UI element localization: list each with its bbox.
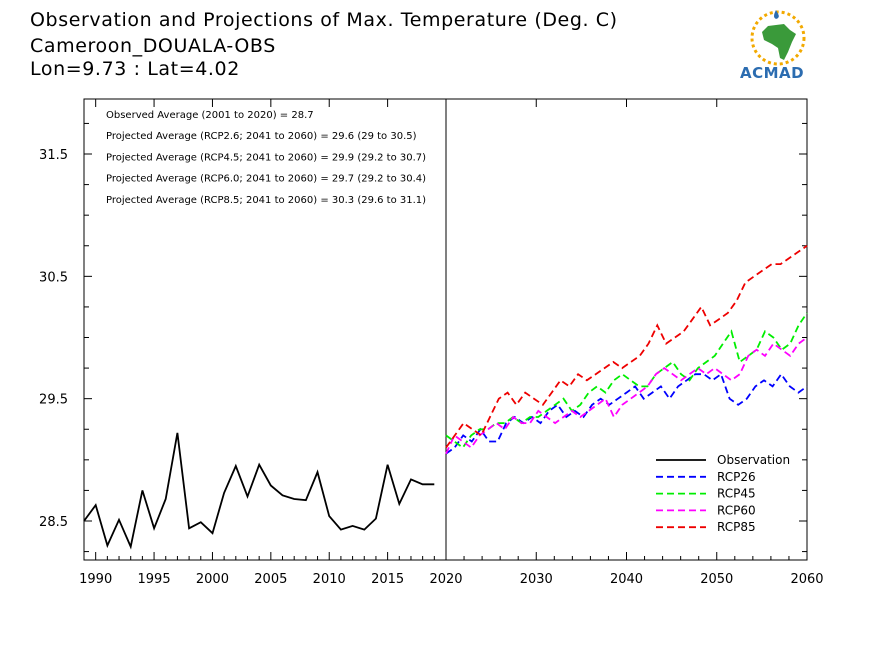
stat-line: Projected Average (RCP6.0; 2041 to 2060)… xyxy=(106,174,426,185)
legend-label: RCP45 xyxy=(717,487,756,501)
series-line-rcp85 xyxy=(445,245,808,449)
x-tick-label: 1990 xyxy=(79,572,112,587)
chart-title: Observation and Projections of Max. Temp… xyxy=(30,9,618,31)
africa-map-icon xyxy=(750,10,806,66)
stat-line: Projected Average (RCP2.6; 2041 to 2060)… xyxy=(106,131,417,142)
series-line-observation xyxy=(83,432,435,550)
x-tick-label: 2030 xyxy=(520,572,553,587)
x-tick-label: 2015 xyxy=(371,572,404,587)
series-line-rcp60 xyxy=(445,336,808,455)
x-tick-label: 2060 xyxy=(790,572,823,587)
x-tick-label: 2005 xyxy=(254,572,287,587)
legend-label: RCP85 xyxy=(717,520,756,534)
y-tick-label: 30.5 xyxy=(39,270,68,285)
stat-line: Observed Average (2001 to 2020) = 28.7 xyxy=(106,110,314,121)
series-line-rcp26 xyxy=(445,372,808,455)
y-tick-label: 29.5 xyxy=(39,393,68,408)
stat-line: Projected Average (RCP4.5; 2041 to 2060)… xyxy=(106,152,426,163)
y-tick-label: 28.5 xyxy=(39,515,68,530)
x-tick-label: 1995 xyxy=(138,572,171,587)
x-tick-label: 2010 xyxy=(313,572,346,587)
x-tick-label: 2050 xyxy=(700,572,733,587)
stat-line: Projected Average (RCP8.5; 2041 to 2060)… xyxy=(106,195,426,206)
station-coords: Lon=9.73 : Lat=4.02 xyxy=(30,58,240,80)
acmad-logo-text: ACMAD xyxy=(740,64,805,82)
y-tick-label: 31.5 xyxy=(39,148,68,163)
x-tick-label: 2020 xyxy=(429,572,462,587)
x-tick-label: 2040 xyxy=(610,572,643,587)
series-line-rcp45 xyxy=(445,312,808,449)
legend-label: RCP60 xyxy=(717,503,756,517)
legend-label: Observation xyxy=(717,453,790,467)
x-tick-label: 2000 xyxy=(196,572,229,587)
station-name: Cameroon_DOUALA-OBS xyxy=(30,35,276,57)
legend-label: RCP26 xyxy=(717,470,756,484)
